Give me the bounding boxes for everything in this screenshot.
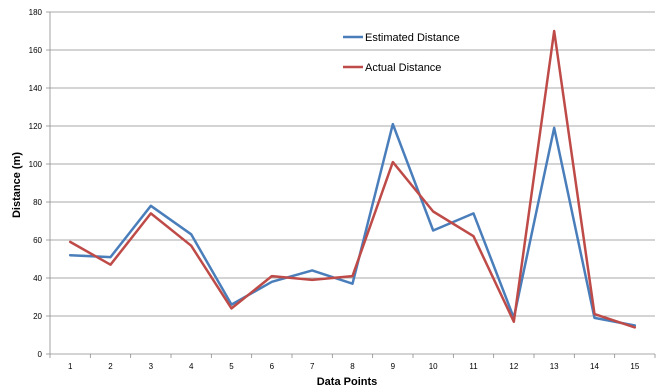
x-tick-labels: 1 2 3 4 5 6 7 8 9 10 11 12 13 14 15: [68, 362, 640, 371]
x-tick-label: 1: [68, 362, 73, 371]
legend-label: Estimated Distance: [365, 32, 460, 44]
x-tick-label: 9: [391, 362, 396, 371]
x-tick-label: 2: [108, 362, 113, 371]
y-tick-label: 20: [33, 312, 42, 321]
y-tick-label: 120: [29, 122, 43, 131]
x-tick-label: 15: [630, 362, 639, 371]
x-tick-label: 5: [229, 362, 234, 371]
series-line-actual-distance: [68, 29, 637, 329]
x-tick-label: 11: [469, 362, 478, 371]
y-tick-label: 80: [33, 198, 42, 207]
x-tick-label: 4: [189, 362, 194, 371]
y-tick-label: 180: [29, 8, 43, 17]
series-line-estimated-distance: [68, 122, 637, 327]
y-tick-label: 100: [29, 160, 43, 169]
grid-lines: [50, 11, 655, 317]
y-axis-title: Distance (m): [11, 152, 23, 218]
legend: Estimated Distance Actual Distance: [343, 32, 460, 74]
x-tick-label: 14: [590, 362, 599, 371]
y-tick-label: 0: [38, 350, 43, 359]
y-tick-labels: 0 20 40 60 80 100 120 140 160 180: [29, 8, 43, 359]
y-tick-label: 140: [29, 84, 43, 93]
x-axis-title: Data Points: [317, 376, 378, 388]
x-tick-label: 3: [149, 362, 154, 371]
y-tick-label: 40: [33, 274, 42, 283]
x-tick-label: 12: [509, 362, 518, 371]
x-tick-label: 6: [270, 362, 275, 371]
x-tick-label: 10: [429, 362, 438, 371]
legend-label: Actual Distance: [365, 62, 441, 74]
y-tick-label: 160: [29, 46, 43, 55]
y-tick-label: 60: [33, 236, 42, 245]
x-tick-label: 7: [310, 362, 315, 371]
x-tick-label: 13: [550, 362, 559, 371]
axes: [46, 11, 656, 358]
series-lines: [68, 29, 637, 329]
x-tick-label: 8: [350, 362, 355, 371]
